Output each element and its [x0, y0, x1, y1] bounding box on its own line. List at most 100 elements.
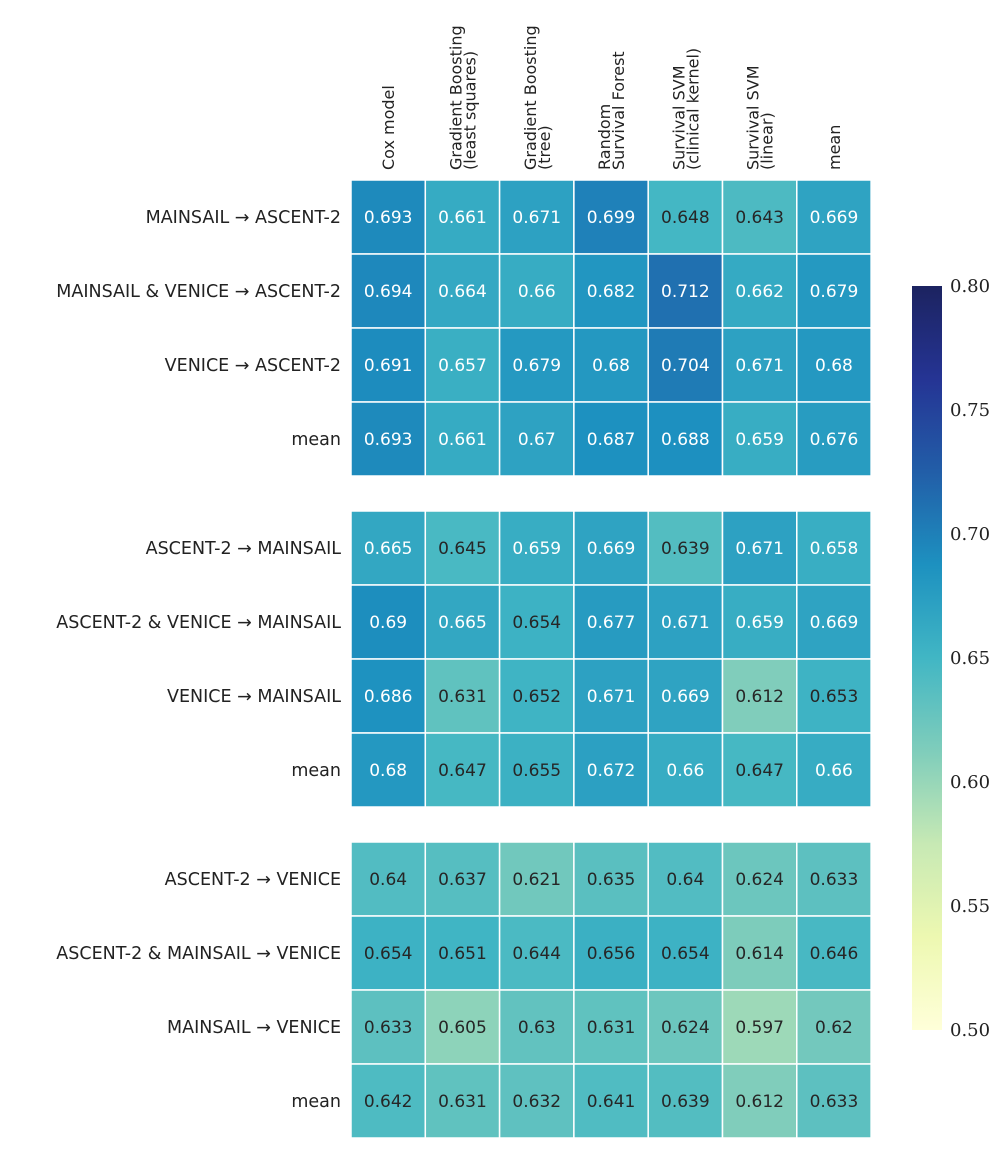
heatmap-block: 0.64 0.637 0.621 0.635 0.64 0.624 0.633 0.654 0.…	[350, 841, 872, 1139]
cell-value-label: 0.699	[587, 208, 636, 228]
cell-value-label: 0.672	[587, 761, 636, 781]
cell-value-label: 0.669	[661, 687, 710, 707]
colorbar-tick-label: 0.65	[950, 648, 990, 669]
cell-value-label: 0.671	[661, 613, 710, 633]
cell-value-label: 0.645	[438, 539, 487, 559]
heatmap-cell	[573, 253, 649, 329]
heatmap-cell	[647, 584, 724, 660]
colorbar-tick-label: 0.70	[950, 524, 990, 545]
cell-value-label: 0.653	[810, 687, 859, 707]
cell-value-label: 0.64	[666, 870, 704, 890]
cell-value-label: 0.597	[735, 1018, 784, 1038]
cell-value-label: 0.631	[438, 1092, 487, 1112]
heatmap-cell	[424, 510, 501, 586]
cell-value-label: 0.656	[587, 944, 636, 964]
cell-value-label: 0.62	[815, 1018, 853, 1038]
heatmap-cell	[424, 401, 501, 477]
cell-value-label: 0.612	[735, 1092, 784, 1112]
column-label-line: (least squares)	[460, 51, 479, 170]
column-labels: Cox model Gradient Boosting(least squares…	[379, 25, 844, 170]
heatmap-cell	[573, 989, 649, 1065]
heatmap-cell	[721, 401, 798, 477]
cell-value-label: 0.676	[810, 430, 859, 450]
heatmap-cell	[350, 1063, 427, 1139]
row-label: MAINSAIL & VENICE → ASCENT-2	[56, 282, 341, 302]
cell-value-label: 0.669	[810, 613, 859, 633]
heatmap-cell	[796, 989, 872, 1065]
heatmap-cell	[721, 658, 798, 734]
cell-value-label: 0.687	[587, 430, 636, 450]
colorbar-tick-label: 0.75	[950, 400, 990, 421]
cell-value-label: 0.654	[512, 613, 561, 633]
row-label: ASCENT-2 → VENICE	[165, 870, 341, 890]
cell-value-label: 0.694	[364, 282, 413, 302]
row-label: MAINSAIL → ASCENT-2	[146, 208, 341, 228]
cell-value-label: 0.691	[364, 356, 413, 376]
cell-value-label: 0.679	[810, 282, 859, 302]
colorbar: 0.50 0.55 0.60 0.65 0.70 0.75 0.80	[912, 276, 990, 1041]
cell-value-label: 0.648	[661, 208, 710, 228]
heatmap-cells: 0.693 0.661 0.671 0.699 0.648 0.643 0.669 0.694…	[350, 179, 872, 1139]
heatmap-cell	[573, 915, 649, 991]
cell-value-label: 0.654	[364, 944, 413, 964]
cell-value-label: 0.635	[587, 870, 636, 890]
heatmap-block: 0.693 0.661 0.671 0.699 0.648 0.643 0.669 0.694…	[350, 179, 872, 477]
cell-value-label: 0.661	[438, 430, 487, 450]
colorbar-tick-label: 0.55	[950, 896, 990, 917]
heatmap-cell	[647, 179, 724, 255]
colorbar-tick-label: 0.80	[950, 276, 990, 297]
cell-value-label: 0.631	[587, 1018, 636, 1038]
cell-value-label: 0.665	[438, 613, 487, 633]
cell-value-label: 0.68	[592, 356, 630, 376]
cell-value-label: 0.647	[735, 761, 784, 781]
column-label-line: Survival SVM	[669, 66, 688, 171]
heatmap-cell	[647, 327, 724, 403]
heatmap-cell	[424, 253, 501, 329]
row-label: mean	[291, 430, 341, 450]
cell-value-label: 0.677	[587, 613, 636, 633]
cell-value-label: 0.69	[369, 613, 407, 633]
column-label-line: Cox model	[379, 85, 398, 170]
cell-value-label: 0.646	[810, 944, 859, 964]
cell-value-label: 0.686	[364, 687, 413, 707]
cell-value-label: 0.64	[369, 870, 407, 890]
cell-value-label: 0.657	[438, 356, 487, 376]
heatmap-cell	[498, 841, 575, 917]
heatmap-cell	[498, 732, 575, 808]
heatmap-cell	[424, 658, 501, 734]
heatmap-cell	[350, 584, 427, 660]
cell-value-label: 0.642	[364, 1092, 413, 1112]
colorbar-tick-label: 0.60	[950, 772, 990, 793]
heatmap-cell	[796, 327, 872, 403]
column-label-line: Gradient Boosting	[446, 25, 465, 170]
heatmap-cell	[647, 658, 724, 734]
cell-value-label: 0.693	[364, 208, 413, 228]
heatmap-cell	[573, 732, 649, 808]
column-label: Survival SVM(linear)	[744, 66, 777, 171]
colorbar-gradient	[912, 286, 942, 1030]
heatmap-cell	[573, 841, 649, 917]
cell-value-label: 0.66	[815, 761, 853, 781]
column-label-line: Gradient Boosting	[521, 25, 540, 170]
heatmap-cell	[573, 401, 649, 477]
cell-value-label: 0.633	[810, 870, 859, 890]
column-label-line: (linear)	[758, 112, 777, 170]
cell-value-label: 0.658	[810, 539, 859, 559]
column-label-line: Survival SVM	[744, 66, 763, 171]
column-label-line: (clinical kernel)	[683, 48, 702, 170]
heatmap-cell	[796, 179, 872, 255]
cell-value-label: 0.621	[512, 870, 561, 890]
cell-value-label: 0.659	[512, 539, 561, 559]
cell-value-label: 0.644	[512, 944, 561, 964]
heatmap-cell	[573, 658, 649, 734]
column-label-line: mean	[825, 125, 844, 170]
cell-value-label: 0.633	[810, 1092, 859, 1112]
heatmap-cell	[796, 1063, 872, 1139]
cell-value-label: 0.655	[512, 761, 561, 781]
cell-value-label: 0.647	[438, 761, 487, 781]
cell-value-label: 0.639	[661, 1092, 710, 1112]
cell-value-label: 0.68	[369, 761, 407, 781]
row-label: mean	[291, 761, 341, 781]
cell-value-label: 0.664	[438, 282, 487, 302]
cell-value-label: 0.704	[661, 356, 710, 376]
